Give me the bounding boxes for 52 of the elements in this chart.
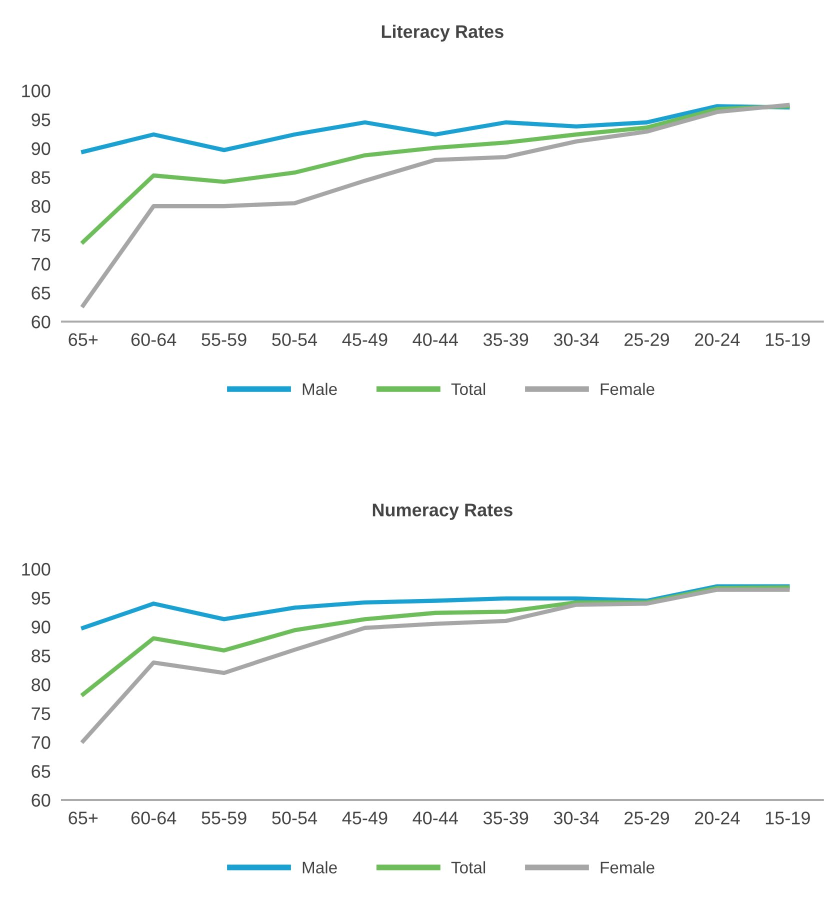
x-tick-label: 60-64	[131, 812, 176, 824]
line-series	[81, 104, 790, 154]
x-tick-label: 35-39	[483, 333, 528, 346]
y-tick-label: 100	[22, 562, 50, 576]
y-tick-label: 65	[32, 765, 50, 778]
y-tick-label: 60	[32, 794, 50, 807]
y-tick-label: 95	[32, 592, 50, 605]
x-tick-label: 65+	[68, 333, 98, 346]
y-tick-label: 85	[32, 171, 50, 184]
line-series	[81, 588, 790, 744]
x-tick-label: 50-54	[272, 333, 318, 346]
x-tick-label: 50-54	[272, 812, 318, 824]
chart-title: Numeracy Rates	[372, 504, 512, 520]
y-tick-label: 70	[32, 736, 50, 749]
x-tick-label: 65+	[68, 812, 98, 824]
legend-label: Male	[302, 861, 337, 874]
y-tick-label: 100	[22, 84, 50, 98]
line-series	[81, 104, 790, 244]
y-tick-label: 95	[32, 113, 50, 126]
x-tick-label: 30-34	[554, 812, 599, 824]
line-series	[81, 102, 790, 308]
x-tick-label: 15-19	[766, 333, 810, 346]
x-tick-label: 35-39	[483, 812, 528, 824]
y-tick-label: 85	[32, 650, 50, 662]
x-tick-label: 20-24	[695, 812, 740, 824]
x-tick-label: 25-29	[624, 812, 669, 824]
x-tick-label: 40-44	[412, 333, 458, 346]
legend-label: Total	[451, 382, 486, 396]
y-tick-label: 90	[32, 620, 50, 634]
legend-label: Female	[600, 382, 654, 396]
chart-title: Literacy Rates	[382, 24, 504, 42]
y-tick-label: 75	[32, 229, 50, 242]
x-tick-label: 55-59	[202, 812, 246, 824]
legend-label: Male	[302, 382, 337, 396]
legend-label: Total	[451, 861, 486, 874]
y-tick-label: 80	[32, 200, 50, 213]
y-tick-label: 80	[32, 678, 50, 692]
y-tick-label: 75	[32, 707, 50, 720]
y-tick-label: 90	[32, 142, 50, 156]
y-tick-label: 65	[32, 286, 50, 300]
x-tick-label: 15-19	[766, 812, 810, 824]
y-tick-label: 60	[32, 316, 50, 328]
x-tick-label: 30-34	[554, 333, 599, 346]
x-tick-label: 45-49	[342, 333, 388, 346]
y-tick-label: 70	[32, 258, 50, 271]
x-tick-label: 60-64	[131, 333, 176, 346]
x-tick-label: 25-29	[624, 333, 669, 346]
x-tick-label: 40-44	[412, 812, 458, 824]
legend-label: Female	[600, 861, 654, 874]
x-tick-label: 55-59	[202, 333, 246, 346]
x-tick-label: 20-24	[695, 333, 740, 346]
x-tick-label: 45-49	[342, 812, 388, 824]
